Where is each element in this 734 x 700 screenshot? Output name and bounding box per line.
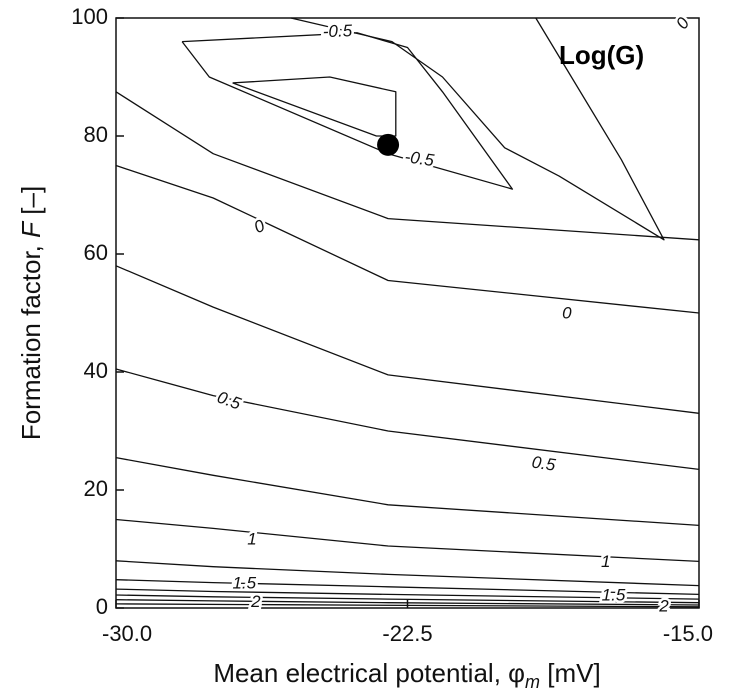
y-tick-label: 20 xyxy=(84,476,108,501)
contour-line-4 xyxy=(115,164,700,314)
contour-label-5: 0.5 xyxy=(215,388,244,414)
x-tick-label: -30.0 xyxy=(102,621,152,646)
contour-label-1: -0.5 xyxy=(404,147,436,170)
x-tick-label: -22.5 xyxy=(382,621,432,646)
contour-line-10 xyxy=(115,579,700,596)
contour-label-7: 1 xyxy=(247,530,256,549)
x-axis-title: Mean electrical potential, φm [mV] xyxy=(213,658,600,692)
x-axis: -30.0 -22.5 -15.0 xyxy=(102,600,713,646)
optimum-point-marker xyxy=(377,133,400,156)
y-axis-title: Formation factor, F [–] xyxy=(16,186,46,440)
contour-line-0 xyxy=(181,32,514,190)
contour-label-6: 0.5 xyxy=(531,453,558,475)
contour-line-3 xyxy=(115,91,700,241)
y-tick-label: 100 xyxy=(71,4,108,29)
contour-line-6 xyxy=(115,368,700,471)
contour-label-2: 0 xyxy=(672,14,693,33)
contour-line-11 xyxy=(115,588,700,600)
contour-line-1 xyxy=(232,76,397,137)
contour-label-8: 1 xyxy=(601,552,610,571)
contour-label-12: 2 xyxy=(658,596,669,615)
contour-line-8 xyxy=(115,518,700,563)
contour-lines xyxy=(115,17,700,608)
y-tick-label: 0 xyxy=(96,594,108,619)
y-tick-label: 60 xyxy=(84,240,108,265)
contour-label-9: 1.5 xyxy=(232,573,256,592)
contour-line-5 xyxy=(115,265,700,414)
contour-label-3: 0 xyxy=(251,216,268,237)
contour-label-10: 1.5 xyxy=(602,586,626,605)
contour-line-9 xyxy=(115,560,700,587)
chart-title: Log(G) xyxy=(559,40,644,70)
contour-line-7 xyxy=(115,456,700,527)
y-axis: 0 20 40 60 80 100 xyxy=(71,4,124,619)
contour-label-0: -0.5 xyxy=(322,21,352,41)
contour-line-2 xyxy=(290,17,665,241)
y-tick-label: 40 xyxy=(84,358,108,383)
y-tick-label: 80 xyxy=(84,122,108,147)
contour-line-12 xyxy=(115,594,700,604)
contour-label-4: 0 xyxy=(562,304,572,323)
x-tick-label: -15.0 xyxy=(663,621,713,646)
contour-line-13 xyxy=(115,599,700,606)
contour-label-11: 2 xyxy=(250,592,261,611)
